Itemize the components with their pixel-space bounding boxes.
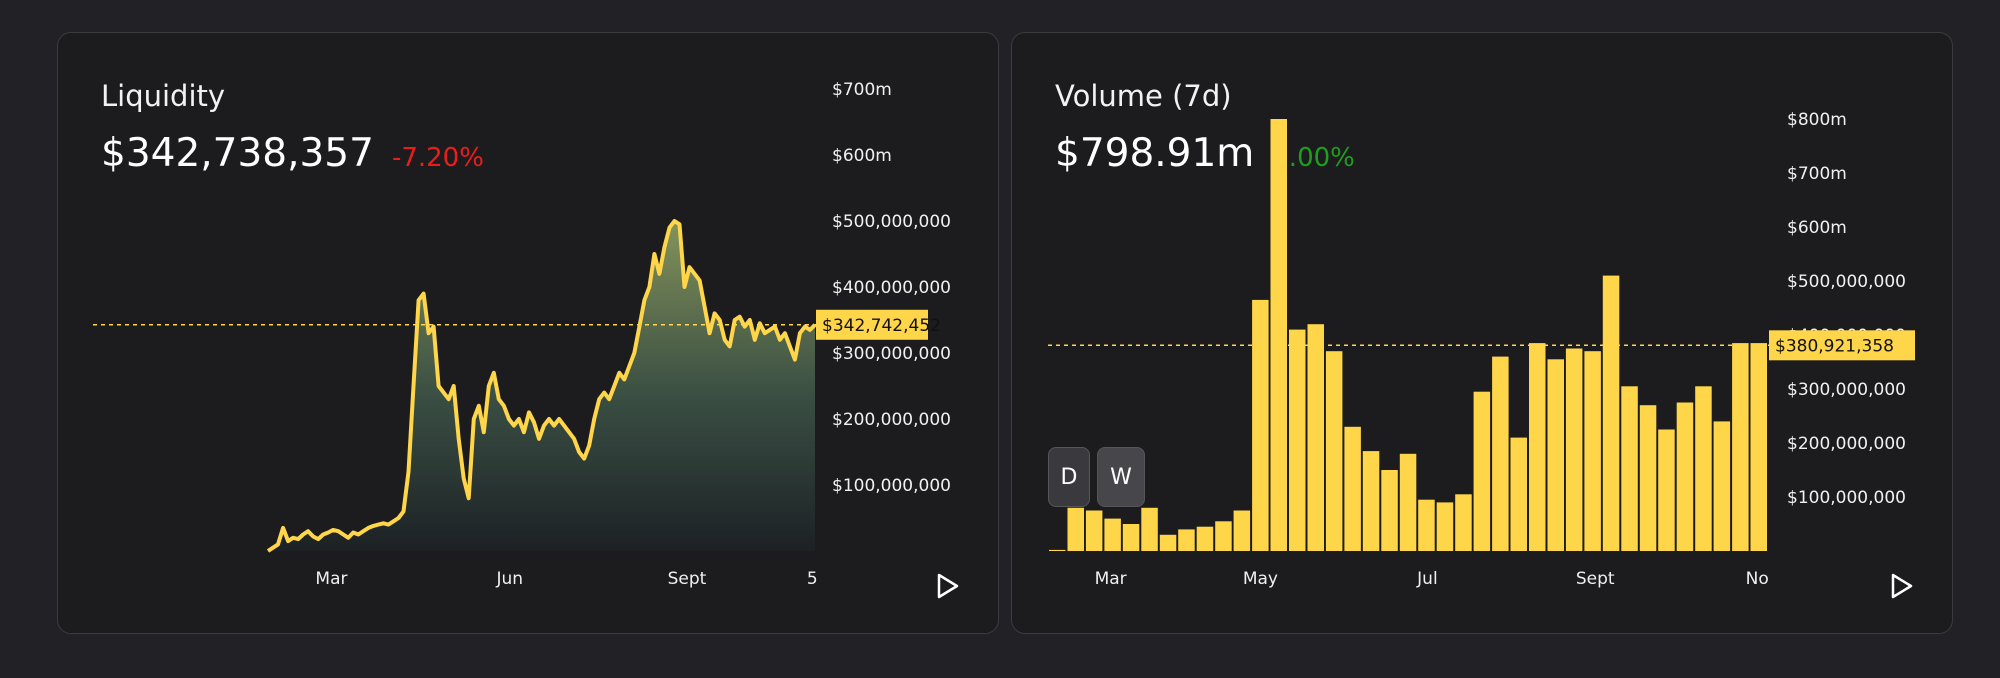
volume-card: Volume (7d) $798.91m 0.00% $100,000,000 $… xyxy=(1011,32,1953,634)
volume-title: Volume (7d) xyxy=(1055,79,1232,113)
x-tick-label: Mar xyxy=(315,569,347,589)
volume-bar[interactable] xyxy=(1178,529,1195,551)
y-tick-label: $300,000,000 xyxy=(1787,380,1906,400)
liquidity-line xyxy=(266,219,817,553)
y-tick-label: $700m xyxy=(832,80,892,100)
x-tick-label: No xyxy=(1746,569,1769,589)
volume-bar[interactable] xyxy=(1049,549,1066,551)
volume-bar[interactable] xyxy=(1639,405,1657,551)
volume-bar[interactable] xyxy=(1122,524,1140,551)
volume-bar[interactable] xyxy=(1289,329,1306,551)
y-tick-label: $300,000,000 xyxy=(832,344,951,364)
volume-bar[interactable] xyxy=(1399,453,1417,551)
y-tick-label: $800m xyxy=(1787,110,1847,130)
liquidity-summary: $342,738,357 -7.20% xyxy=(101,131,484,176)
liquidity-change: -7.20% xyxy=(391,143,484,173)
volume-bar[interactable] xyxy=(1381,470,1398,551)
volume-bar[interactable] xyxy=(1085,510,1103,552)
volume-bar[interactable] xyxy=(1658,429,1675,552)
volume-bar[interactable] xyxy=(1750,343,1768,551)
volume-bar[interactable] xyxy=(1455,494,1472,551)
y-tick-label: $100,000,000 xyxy=(832,476,951,496)
liquidity-title: Liquidity xyxy=(101,79,226,113)
daily-toggle-button[interactable]: D xyxy=(1048,447,1090,507)
play-icon[interactable] xyxy=(1886,571,1916,601)
liquidity-chart[interactable]: $100,000,000 $200,000,000 $300,000,000 $400… xyxy=(58,33,998,633)
volume-bar[interactable] xyxy=(1418,499,1435,551)
y-tick-label: $600m xyxy=(832,146,892,166)
volume-bar[interactable] xyxy=(1141,507,1158,551)
volume-bar[interactable] xyxy=(1215,521,1232,551)
volume-bar[interactable] xyxy=(1344,426,1361,551)
y-tick-label: $400,000,000 xyxy=(832,278,951,298)
volume-bar[interactable] xyxy=(1584,351,1601,551)
volume-bar[interactable] xyxy=(1270,119,1288,551)
volume-bar[interactable] xyxy=(1325,351,1343,551)
volume-bar[interactable] xyxy=(1695,386,1712,551)
volume-bar[interactable] xyxy=(1547,359,1565,551)
volume-bar[interactable] xyxy=(1252,299,1269,551)
x-tick-label: Jul xyxy=(1416,569,1438,589)
volume-bar[interactable] xyxy=(1529,343,1546,551)
volume-bar[interactable] xyxy=(1713,421,1731,551)
current-price-tag xyxy=(816,309,928,340)
liquidity-value: $342,738,357 xyxy=(101,131,374,176)
volume-bar[interactable] xyxy=(1510,437,1528,551)
volume-bar[interactable] xyxy=(1436,502,1454,551)
volume-bar[interactable] xyxy=(1602,275,1620,551)
volume-chart[interactable]: $100,000,000$200,000,000$300,000,000$400… xyxy=(1012,33,1952,633)
volume-bar[interactable] xyxy=(1473,391,1491,551)
current-price-tag-label: $342,742,452 xyxy=(822,316,941,336)
x-tick-label: Mar xyxy=(1095,569,1127,589)
y-tick-label: $500,000,000 xyxy=(1787,272,1906,292)
weekly-toggle-button[interactable]: W xyxy=(1097,447,1145,507)
volume-bar[interactable] xyxy=(1732,343,1749,551)
x-tick-label: 5 xyxy=(807,569,818,589)
liquidity-card: Liquidity $342,738,357 -7.20% $100,000,0… xyxy=(57,32,999,634)
y-tick-label: $200,000,000 xyxy=(832,410,951,430)
y-tick-label: $700m xyxy=(1787,164,1847,184)
x-tick-label: May xyxy=(1243,569,1278,589)
y-tick-label: $200,000,000 xyxy=(1787,434,1906,454)
volume-bar[interactable] xyxy=(1492,356,1509,551)
x-tick-label: Jun xyxy=(495,569,523,589)
volume-bar[interactable] xyxy=(1307,324,1325,551)
current-price-tag-label: $380,921,358 xyxy=(1775,336,1894,356)
x-tick-label: Sept xyxy=(668,569,707,589)
volume-bar[interactable] xyxy=(1196,526,1214,551)
y-tick-label: $500,000,000 xyxy=(832,212,951,232)
y-tick-label: $600m xyxy=(1787,218,1847,238)
current-price-tag xyxy=(1769,330,1915,361)
volume-bar[interactable] xyxy=(1676,402,1694,552)
play-icon[interactable] xyxy=(932,571,962,601)
y-tick-label: $100,000,000 xyxy=(1787,488,1906,508)
volume-bar[interactable] xyxy=(1067,507,1085,551)
volume-bar[interactable] xyxy=(1104,518,1121,551)
volume-bar[interactable] xyxy=(1621,386,1638,551)
x-tick-label: Sept xyxy=(1576,569,1615,589)
volume-value: $798.91m xyxy=(1055,131,1255,176)
volume-bar[interactable] xyxy=(1159,534,1177,551)
liquidity-area xyxy=(268,221,815,551)
volume-bar[interactable] xyxy=(1233,510,1251,552)
volume-bar[interactable] xyxy=(1565,348,1583,552)
volume-bar[interactable] xyxy=(1362,451,1380,551)
